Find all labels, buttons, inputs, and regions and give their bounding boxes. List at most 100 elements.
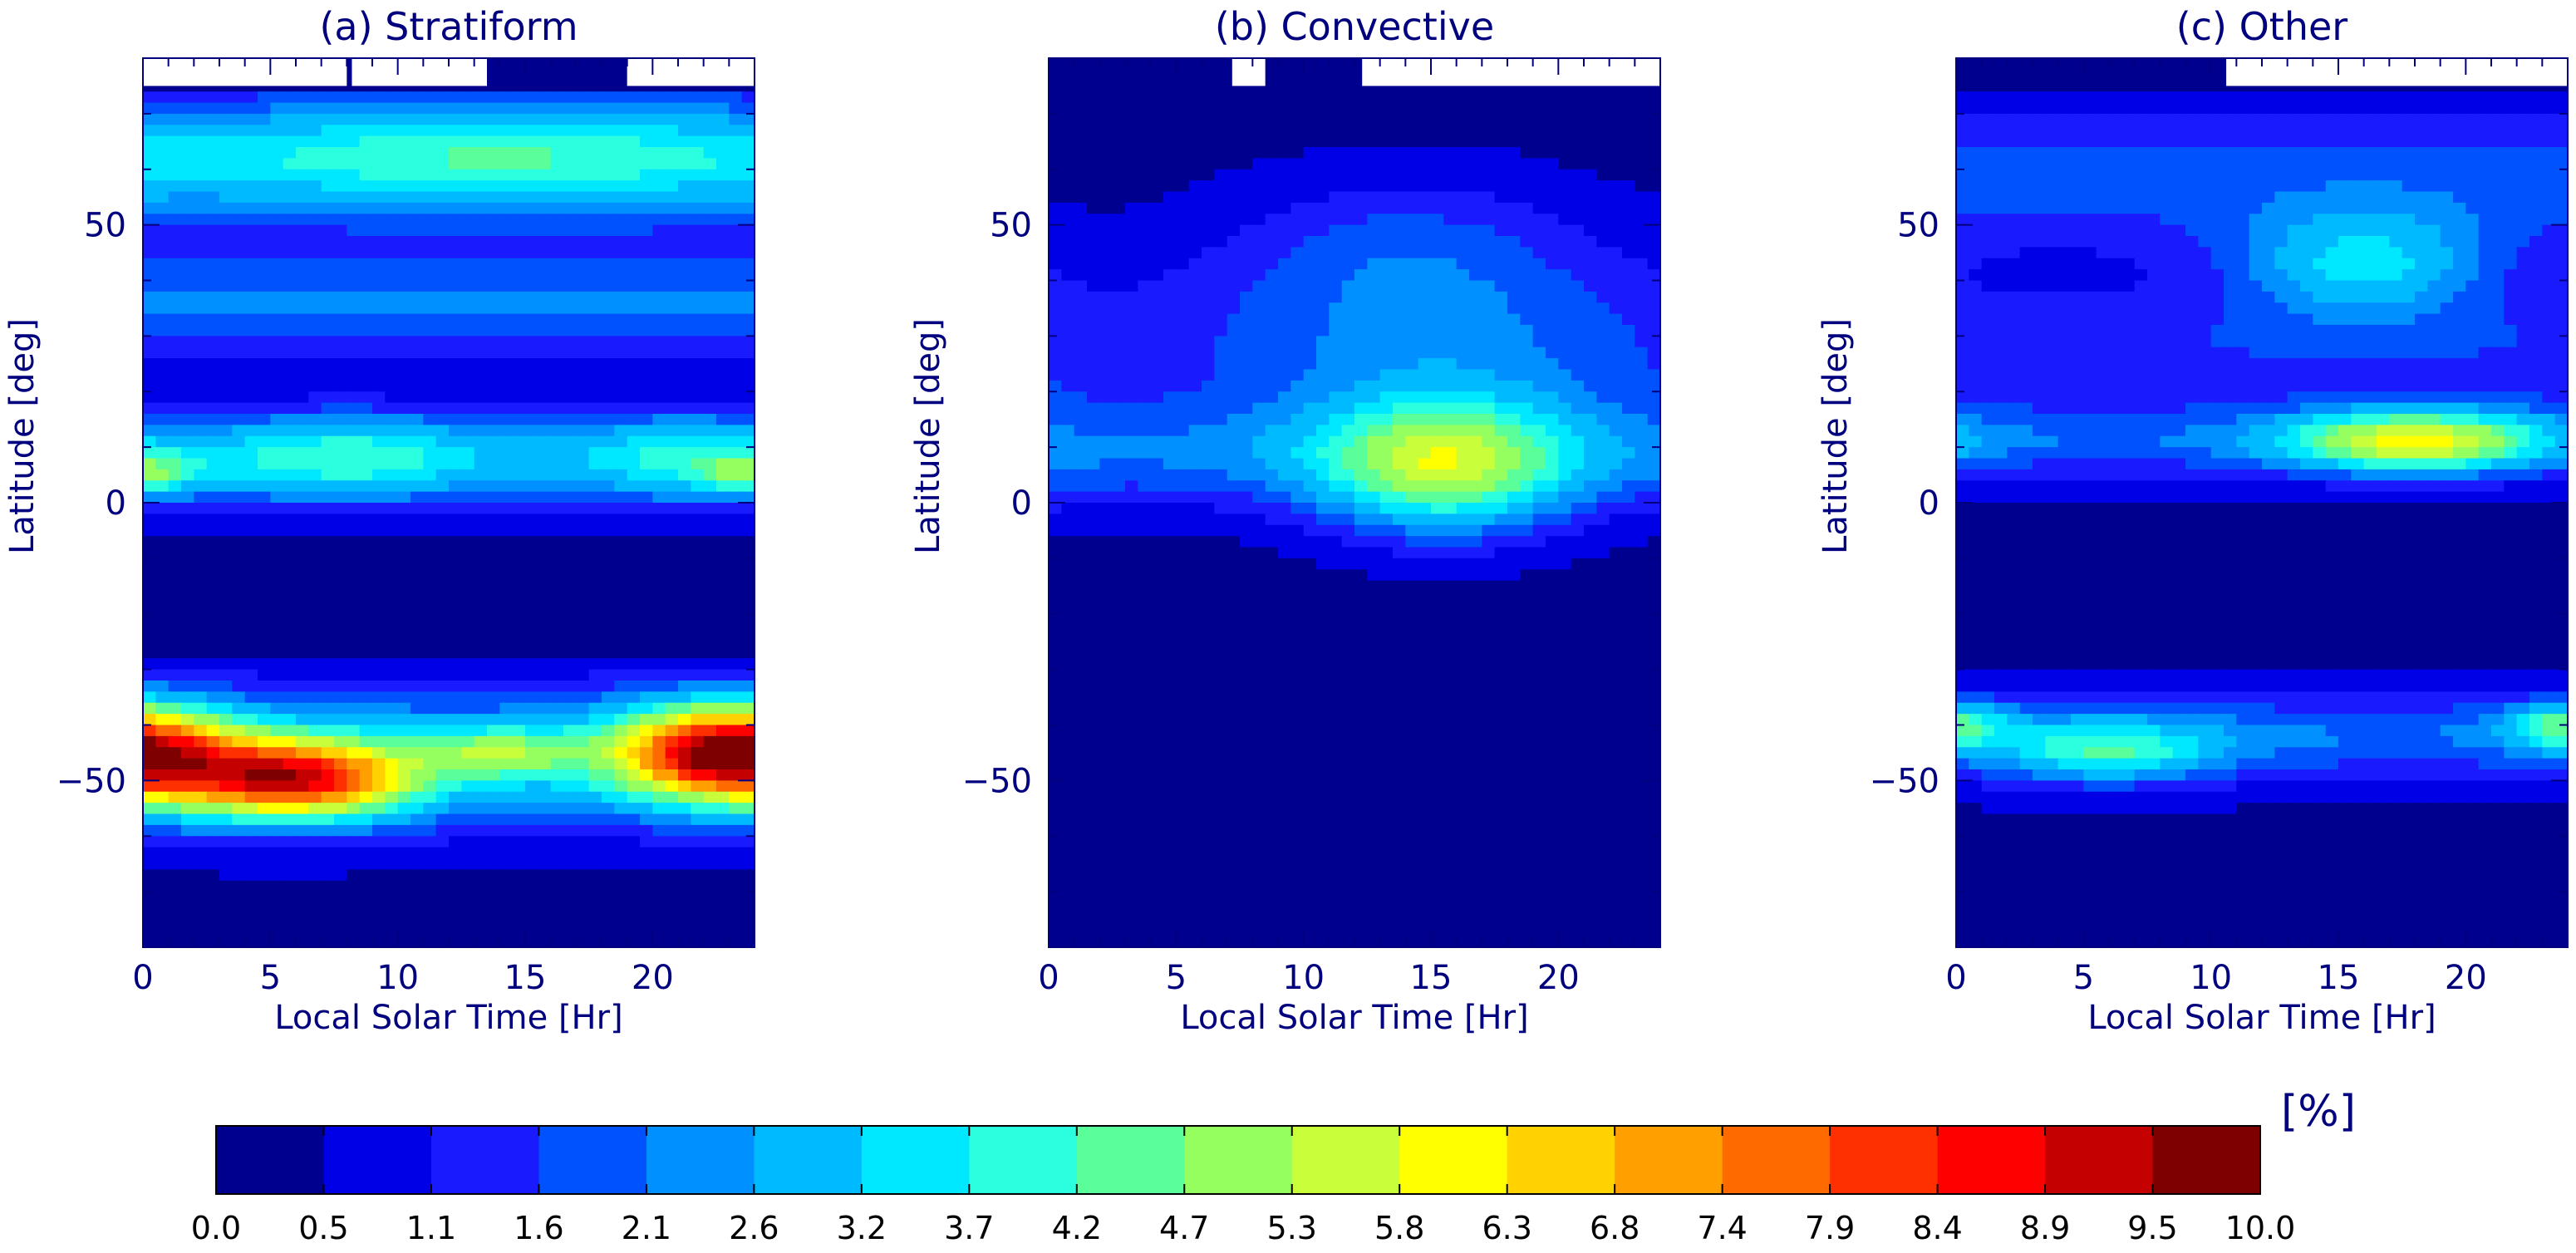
heatmap-cell — [168, 892, 182, 904]
heatmap-cell — [219, 291, 233, 303]
heatmap-cell — [1584, 269, 1597, 282]
heatmap-cell — [461, 636, 475, 648]
heatmap-cell — [512, 536, 526, 548]
heatmap-cell — [449, 180, 462, 193]
heatmap-cell — [538, 325, 552, 337]
heatmap-cell — [665, 913, 679, 926]
heatmap-cell — [563, 191, 577, 204]
heatmap-cell — [1227, 247, 1241, 259]
heatmap-cell — [397, 769, 411, 781]
heatmap-cell — [449, 836, 462, 848]
heatmap-cell — [1087, 291, 1100, 303]
heatmap-cell — [1354, 291, 1368, 303]
heatmap-cell — [181, 813, 194, 826]
heatmap-cell — [372, 547, 386, 559]
heatmap-cell — [1418, 202, 1432, 214]
heatmap-cell — [206, 925, 220, 937]
heatmap-cell — [435, 325, 450, 337]
heatmap-cell — [181, 113, 194, 125]
heatmap-cell — [627, 113, 641, 125]
heatmap-cell — [474, 758, 488, 770]
heatmap-cell — [181, 636, 194, 648]
heatmap-cell — [640, 336, 653, 348]
heatmap-cell — [1469, 147, 1482, 159]
heatmap-cell — [1138, 113, 1152, 125]
heatmap-cell — [1546, 113, 1559, 125]
heatmap-cell — [155, 536, 170, 548]
heatmap-cell — [1443, 269, 1458, 282]
heatmap-cell — [640, 613, 653, 626]
heatmap-cell — [244, 447, 258, 459]
heatmap-cell — [168, 291, 182, 303]
heatmap-cell — [181, 325, 194, 337]
heatmap-cell — [347, 269, 361, 282]
heatmap-cell — [512, 691, 526, 704]
heatmap-cell — [321, 602, 335, 615]
heatmap-cell — [372, 636, 386, 648]
heatmap-cell — [1265, 280, 1279, 292]
heatmap-cell — [1188, 180, 1202, 193]
heatmap-cell — [308, 602, 322, 615]
heatmap-cell — [194, 469, 208, 481]
heatmap-cell — [168, 158, 182, 170]
heatmap-cell — [449, 391, 462, 404]
heatmap-cell — [1494, 280, 1508, 292]
heatmap-cell — [678, 714, 691, 726]
heatmap-cell — [206, 646, 220, 659]
heatmap-cell — [474, 480, 488, 493]
heatmap-cell — [1367, 258, 1381, 270]
heatmap-cell — [1049, 224, 1062, 237]
heatmap-cell — [1546, 125, 1559, 137]
heatmap-cell — [334, 691, 347, 704]
heatmap-cell — [143, 669, 156, 681]
heatmap-cell — [1647, 247, 1661, 259]
heatmap-cell — [232, 569, 246, 582]
heatmap-cell — [499, 469, 514, 481]
heatmap-cell — [435, 536, 450, 548]
heatmap-cell — [576, 269, 590, 282]
heatmap-cell — [244, 936, 258, 948]
heatmap-cell — [347, 280, 361, 292]
heatmap-cell — [538, 391, 552, 404]
heatmap-cell — [232, 758, 246, 770]
heatmap-cell — [1099, 58, 1113, 70]
heatmap-cell — [397, 758, 411, 770]
heatmap-cell — [640, 714, 653, 726]
heatmap-cell — [347, 503, 361, 514]
heatmap-cell — [588, 214, 602, 226]
heatmap-cell — [258, 902, 271, 915]
heatmap-cell — [1176, 269, 1190, 282]
heatmap-cell — [1061, 169, 1075, 181]
heatmap-cell — [512, 269, 526, 282]
heatmap-cell — [372, 202, 386, 214]
heatmap-cell — [640, 902, 653, 915]
heatmap-cell — [729, 847, 743, 859]
heatmap-cell — [1546, 202, 1559, 214]
heatmap-cell — [550, 636, 564, 648]
heatmap-cell — [1456, 224, 1470, 237]
heatmap-cell — [435, 269, 450, 282]
heatmap-cell — [691, 669, 705, 681]
heatmap-cell — [1227, 269, 1241, 282]
heatmap-cell — [588, 646, 602, 659]
heatmap-cell — [397, 447, 411, 459]
heatmap-cell — [602, 102, 615, 115]
heatmap-cell — [321, 646, 335, 659]
heatmap-cell — [729, 202, 743, 214]
heatmap-cell — [461, 380, 475, 392]
heatmap-cell — [270, 91, 284, 104]
heatmap-cell — [1214, 236, 1228, 248]
heatmap-cell — [1431, 169, 1444, 181]
heatmap-cell — [449, 925, 462, 937]
heatmap-cell — [512, 258, 526, 270]
heatmap-cell — [143, 402, 156, 415]
heatmap-cell — [1202, 169, 1215, 181]
heatmap-cell — [512, 813, 526, 826]
heatmap-cell — [1112, 113, 1126, 125]
heatmap-cell — [1112, 147, 1126, 159]
heatmap-cell — [359, 214, 373, 226]
heatmap-cell — [1278, 280, 1291, 292]
heatmap-cell — [194, 491, 208, 504]
heatmap-cell — [206, 447, 220, 459]
heatmap-cell — [499, 291, 514, 303]
